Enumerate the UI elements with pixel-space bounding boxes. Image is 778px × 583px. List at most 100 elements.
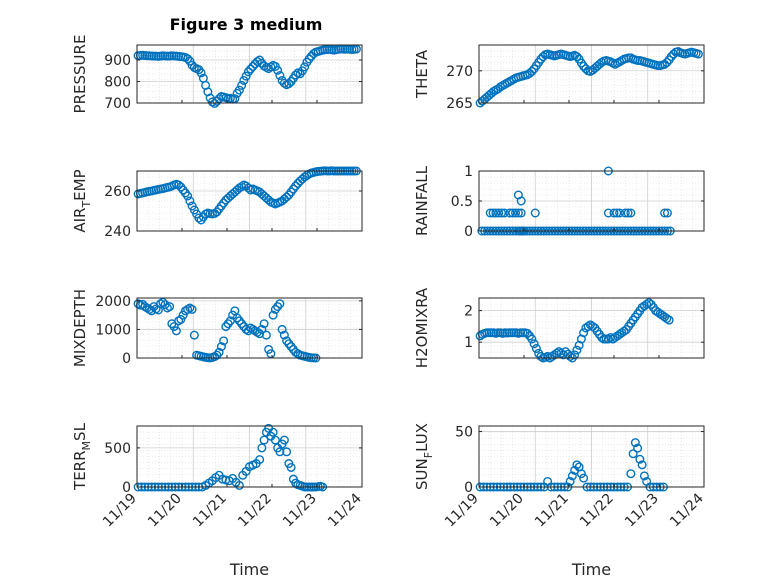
sun-flux-point (572, 460, 582, 470)
air-temp-point (185, 196, 195, 206)
rainfall-point (485, 208, 495, 218)
theta-point (666, 52, 676, 62)
pressure-axes-box (136, 44, 363, 104)
theta-panel: 265 270 THETA (413, 44, 705, 112)
terr-msl-point (279, 435, 289, 445)
pressure-point (266, 62, 276, 72)
terr-msl-axes-box (136, 425, 363, 488)
rainfall-point (620, 208, 630, 218)
pressure-point (239, 75, 249, 85)
mixdepth-point (162, 303, 172, 313)
pressure-ylabel: PRESSURE (71, 35, 89, 114)
pressure-point (234, 85, 244, 95)
pressure-point (183, 54, 193, 64)
pressure-ytick-label: 900 (104, 53, 131, 69)
mixdepth-point (248, 324, 258, 334)
rainfall-point (612, 208, 622, 218)
mixdepth-point (156, 299, 166, 309)
mixdepth-point (275, 299, 285, 309)
rainfall-point (530, 208, 540, 218)
air-temp-point (291, 181, 301, 191)
mixdepth-point (178, 310, 188, 320)
mixdepth-point (187, 304, 197, 314)
air-temp-ytick-label: 240 (104, 224, 131, 240)
pressure-point (196, 68, 206, 78)
theta-point (536, 54, 546, 64)
mixdepth-point (279, 330, 289, 340)
theta-axes-box (478, 44, 705, 104)
theta-point (527, 66, 537, 76)
mixdepth-point (189, 330, 199, 340)
h2omixra-point (561, 347, 571, 357)
h2omixra-point (588, 321, 598, 331)
air-temp-point (174, 180, 184, 190)
pressure-ytick-label: 700 (104, 96, 131, 112)
mixdepth-ytick-label: 0 (122, 351, 131, 367)
rainfall-point (626, 208, 636, 218)
theta-ylabel: THETA (413, 49, 431, 99)
air-temp-point (282, 192, 292, 202)
terr-msl-point (257, 443, 267, 453)
h2omixra-series (475, 298, 674, 363)
terr-msl-point (259, 435, 269, 445)
terr-msl-xlabel: Time (229, 560, 269, 579)
air-temp-axes-box (136, 170, 363, 232)
mixdepth-point (228, 310, 238, 320)
rainfall-point (488, 208, 498, 218)
h2omixra-ytick-label: 2 (464, 304, 473, 320)
theta-point (579, 61, 589, 71)
pressure-panel: 700 800 900 PRESSURE (71, 35, 363, 114)
pressure-point (212, 96, 222, 106)
pressure-point (291, 70, 301, 80)
h2omixra-point (644, 298, 654, 308)
sun-flux-ytick-label: 0 (464, 480, 473, 496)
mixdepth-point (277, 324, 287, 334)
mixdepth-point (183, 304, 193, 314)
mixdepth-point (174, 316, 184, 326)
theta-point (660, 59, 670, 69)
air-temp-panel: 240 260 AIRTEMP (71, 166, 363, 240)
theta-point (693, 49, 703, 59)
mixdepth-point (214, 347, 224, 357)
mixdepth-ytick-label: 1000 (95, 322, 131, 338)
h2omixra-point (572, 345, 582, 355)
terr-msl-point (286, 462, 296, 472)
mixdepth-point (246, 323, 256, 333)
sun-flux-point (637, 460, 647, 470)
pressure-point (237, 80, 247, 90)
air-temp-point (300, 172, 310, 182)
sun-flux-ylabel: SUNFLUX (413, 423, 435, 490)
sun-flux-xlabel: Time (571, 560, 611, 579)
h2omixra-ylabel: H2OMIXRA (413, 287, 431, 368)
mixdepth-axes-box (136, 297, 363, 359)
h2omixra-point (570, 350, 580, 360)
air-temp-ylabel: AIRTEMP (71, 169, 93, 232)
h2omixra-point (664, 315, 674, 325)
h2omixra-point (662, 314, 672, 324)
rainfall-point (491, 208, 501, 218)
theta-series (475, 46, 703, 108)
theta-ytick-label: 270 (446, 64, 473, 80)
mixdepth-point (259, 319, 269, 329)
terr-msl-point (270, 435, 280, 445)
terr-msl-point (275, 447, 285, 457)
rainfall-point (497, 208, 507, 218)
pressure-ytick-label: 800 (104, 75, 131, 91)
rainfall-ytick-label: 0 (464, 224, 473, 240)
rainfall-ylabel: RAINFALL (413, 165, 431, 236)
terr-msl-point (268, 427, 278, 437)
sun-flux-point (565, 476, 575, 486)
rainfall-point (505, 208, 515, 218)
mixdepth-point (291, 347, 301, 357)
rainfall-point (615, 208, 625, 218)
mixdepth-point (216, 342, 226, 352)
h2omixra-point (522, 328, 532, 338)
rainfall-point (662, 208, 672, 218)
terr-msl-ytick-label: 0 (122, 480, 131, 496)
rainfall-panel: 0 0.5 1 RAINFALL (413, 164, 705, 240)
rainfall-ytick-label: 0.5 (451, 194, 473, 210)
rainfall-point (511, 208, 521, 218)
mixdepth-point (252, 327, 262, 337)
rainfall-point (516, 196, 526, 206)
